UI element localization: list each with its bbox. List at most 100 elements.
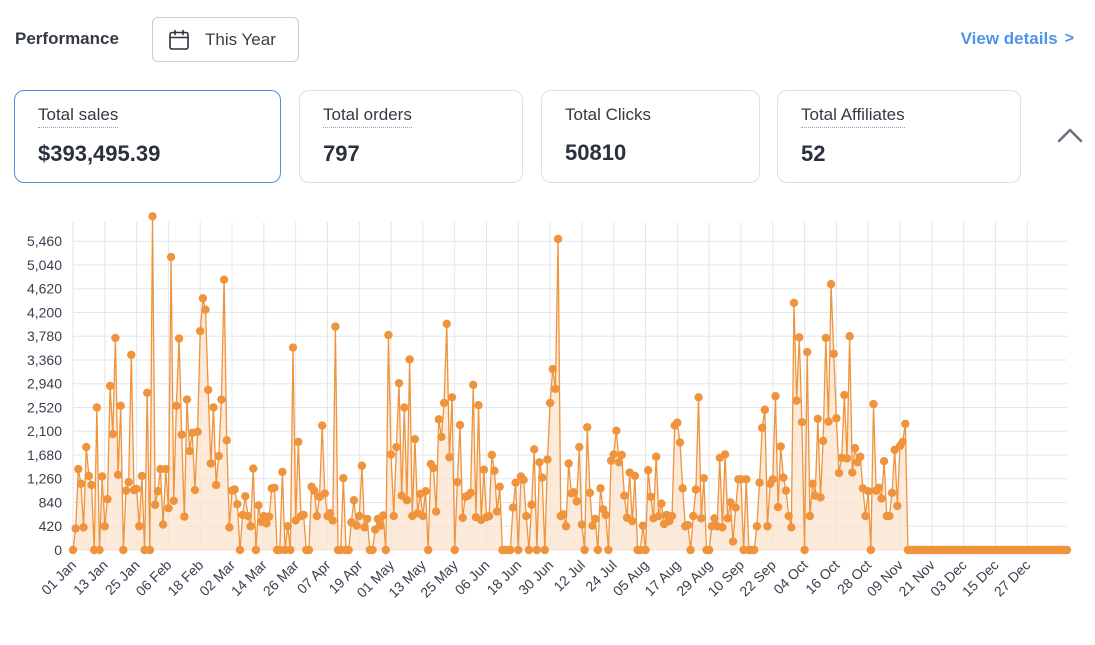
- data-point: [214, 451, 223, 461]
- card-value: $393,495.39: [38, 141, 161, 166]
- data-point: [423, 545, 433, 555]
- data-point: [821, 333, 830, 343]
- data-point: [617, 450, 626, 460]
- x-tick-label: 04 Oct: [770, 557, 811, 598]
- calendar-icon: [169, 29, 189, 50]
- data-point: [339, 473, 348, 483]
- data-point: [585, 488, 595, 498]
- data-point: [834, 468, 844, 478]
- data-point: [389, 511, 398, 521]
- y-tick-label: 4,620: [27, 281, 62, 297]
- y-tick-label: 5,040: [27, 257, 62, 273]
- data-point: [548, 364, 557, 374]
- data-point: [641, 545, 650, 555]
- card-total-clicks[interactable]: Total Clicks 50810: [541, 90, 760, 183]
- data-point: [92, 403, 102, 412]
- card-total-sales[interactable]: Total sales $393,495.39: [14, 90, 281, 183]
- data-point: [686, 545, 695, 555]
- view-details-link[interactable]: View details >: [961, 29, 1074, 49]
- data-point: [219, 275, 229, 284]
- data-point: [225, 523, 234, 532]
- data-point: [577, 520, 587, 529]
- data-point: [797, 417, 807, 427]
- data-point: [545, 398, 555, 408]
- data-point: [490, 466, 499, 476]
- data-point: [784, 511, 793, 521]
- data-point: [479, 465, 489, 474]
- data-point: [673, 418, 682, 427]
- data-point: [410, 434, 420, 444]
- card-value: 52: [801, 141, 826, 166]
- data-point: [540, 545, 550, 555]
- data-point: [569, 488, 579, 497]
- data-point: [887, 488, 897, 498]
- data-point: [776, 442, 785, 451]
- data-point: [826, 280, 836, 289]
- data-point: [384, 330, 393, 340]
- card-title: Total Clicks: [565, 105, 651, 124]
- y-tick-label: 5,460: [27, 233, 62, 249]
- card-total-affiliates[interactable]: Total Affiliates 52: [777, 90, 1021, 183]
- data-point: [376, 521, 385, 530]
- data-point: [196, 326, 205, 336]
- data-point: [164, 503, 173, 513]
- data-point: [392, 442, 401, 452]
- data-point: [68, 545, 78, 555]
- card-total-orders[interactable]: Total orders 797: [299, 90, 523, 183]
- data-point: [593, 545, 603, 555]
- y-tick-label: 2,100: [27, 423, 62, 439]
- data-point: [442, 319, 451, 328]
- data-point: [400, 403, 409, 412]
- data-point: [487, 450, 497, 460]
- data-point: [368, 545, 377, 555]
- data-point: [111, 333, 120, 343]
- data-point: [124, 477, 133, 487]
- data-point: [177, 430, 186, 439]
- data-point: [614, 458, 624, 467]
- data-point: [254, 501, 263, 510]
- data-point: [74, 464, 83, 474]
- data-point: [328, 516, 337, 525]
- data-point: [153, 486, 163, 496]
- data-point: [657, 499, 666, 508]
- data-point: [877, 494, 886, 503]
- data-point: [508, 503, 518, 512]
- chevron-up-icon[interactable]: [1055, 122, 1085, 148]
- data-point: [832, 414, 841, 423]
- data-point: [816, 493, 825, 502]
- data-point: [405, 355, 414, 364]
- data-point: [532, 545, 542, 555]
- data-point: [654, 511, 663, 521]
- data-point: [829, 349, 838, 358]
- data-point: [723, 514, 732, 523]
- data-point: [755, 478, 764, 487]
- data-point: [651, 452, 661, 461]
- y-tick-label: 3,780: [27, 328, 62, 344]
- data-point: [283, 522, 292, 531]
- data-point: [728, 537, 738, 546]
- date-range-button[interactable]: This Year: [152, 17, 299, 62]
- data-point: [667, 511, 677, 521]
- y-tick-label: 0: [54, 542, 62, 558]
- y-tick-label: 1,680: [27, 447, 62, 463]
- data-point: [726, 498, 735, 507]
- data-point: [771, 391, 780, 401]
- data-point: [466, 488, 475, 498]
- data-point: [312, 511, 322, 521]
- data-point: [418, 511, 428, 521]
- series-area: [73, 216, 1067, 550]
- x-tick-label: 16 Oct: [802, 557, 843, 598]
- data-point: [320, 489, 330, 498]
- x-tick-label: 26 Mar: [260, 557, 302, 599]
- data-point: [349, 496, 359, 505]
- data-point: [185, 446, 194, 456]
- data-point: [286, 545, 295, 555]
- data-point: [537, 473, 547, 482]
- data-point: [431, 507, 441, 516]
- data-point: [620, 491, 629, 500]
- card-title: Total orders: [323, 105, 412, 128]
- data-point: [121, 486, 131, 495]
- data-point: [742, 475, 751, 484]
- data-point: [331, 322, 340, 331]
- data-point: [264, 512, 274, 521]
